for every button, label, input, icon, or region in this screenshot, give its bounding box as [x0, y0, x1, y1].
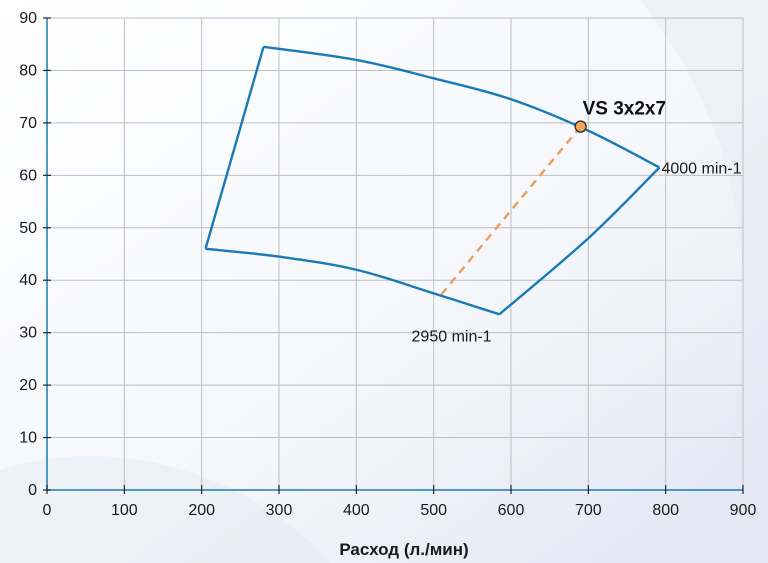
x-tick-label: 600: [498, 502, 525, 519]
curve-label: 4000 min-1: [661, 160, 741, 177]
x-tick-label: 200: [188, 502, 215, 519]
series-group: [204, 45, 661, 316]
x-axis-title: Расход (л./мин): [339, 540, 468, 559]
y-tick-label: 70: [19, 115, 37, 132]
y-tick-label: 10: [19, 430, 37, 447]
y-tick-label: 90: [19, 10, 37, 27]
envelope-line-3: [498, 166, 661, 316]
y-tick-label: 50: [19, 220, 37, 237]
envelope-line-2: [204, 46, 265, 250]
x-tick-label: 500: [420, 502, 447, 519]
y-tick-label: 20: [19, 377, 37, 394]
y-tick-label: 80: [19, 62, 37, 79]
y-tick-label: 40: [19, 272, 37, 289]
labels: VS 3x2x7 4000 min-1 2950 min-1: [412, 99, 742, 346]
x-tick-label: 100: [111, 502, 138, 519]
operating-point-label: VS 3x2x7: [583, 99, 666, 120]
y-tick-label: 0: [28, 482, 37, 499]
x-tick-label: 300: [266, 502, 293, 519]
x-tick-label: 700: [575, 502, 602, 519]
axes: 0 100 200 300 400 500 600 700 800 900 0 10 20 30 40 50 6…: [19, 10, 756, 519]
y-tick-label: 60: [19, 167, 37, 184]
operating-point-marker: [574, 120, 587, 133]
x-tick-label: 800: [652, 502, 679, 519]
series-line-4000-min-1: [263, 45, 661, 169]
series-line-2950-min-1: [205, 247, 500, 316]
x-tick-label: 400: [343, 502, 370, 519]
curve-label: 2950 min-1: [412, 328, 492, 345]
x-tick-label: 900: [730, 502, 757, 519]
x-tick-label: 0: [43, 502, 52, 519]
y-tick-label: 30: [19, 325, 37, 342]
